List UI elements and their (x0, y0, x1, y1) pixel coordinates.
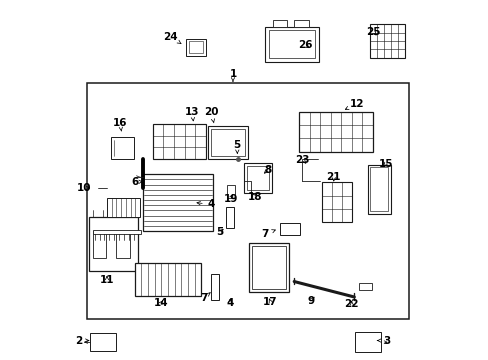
Text: 8: 8 (264, 165, 271, 175)
Bar (244, 163, 271, 193)
Text: 7: 7 (200, 293, 210, 303)
Bar (90, 333, 116, 351)
Bar (246, 166, 268, 190)
Bar (272, 20, 286, 27)
Text: 22: 22 (344, 299, 358, 309)
Text: 25: 25 (366, 27, 380, 37)
Text: 19: 19 (223, 194, 238, 204)
Text: 15: 15 (378, 159, 392, 169)
Bar (116, 231, 129, 258)
Bar (210, 129, 244, 156)
Bar (321, 182, 352, 222)
Text: 9: 9 (307, 296, 314, 306)
Text: 26: 26 (297, 40, 312, 50)
Text: 3: 3 (377, 336, 389, 346)
Bar (152, 124, 205, 159)
Text: 4: 4 (197, 199, 215, 210)
Text: 1: 1 (229, 69, 236, 82)
Bar (367, 165, 390, 214)
Text: 18: 18 (247, 192, 261, 202)
Text: 5: 5 (216, 227, 223, 237)
Text: 17: 17 (263, 297, 277, 307)
Text: 21: 21 (326, 172, 340, 182)
Bar (225, 207, 233, 228)
Text: 5: 5 (233, 140, 241, 153)
Bar (294, 20, 308, 27)
Bar (92, 231, 106, 258)
Bar (186, 39, 205, 56)
Bar (110, 137, 134, 159)
Bar (279, 223, 299, 235)
Text: 6: 6 (131, 177, 142, 187)
Text: 11: 11 (100, 275, 114, 285)
Text: 4: 4 (226, 298, 233, 308)
Bar (248, 243, 288, 292)
Bar (142, 174, 213, 231)
Bar (370, 167, 387, 211)
Bar (92, 230, 141, 234)
Text: 12: 12 (345, 99, 364, 109)
Bar (189, 41, 203, 53)
Text: 13: 13 (184, 107, 199, 121)
Bar (107, 198, 140, 217)
Text: 2: 2 (75, 336, 89, 346)
Bar (252, 246, 285, 289)
Text: 16: 16 (113, 118, 127, 131)
Bar (265, 27, 318, 62)
Bar (210, 274, 218, 300)
Text: 23: 23 (295, 155, 309, 165)
Bar (369, 24, 404, 58)
Bar (358, 283, 371, 290)
Bar (268, 30, 314, 58)
Bar (355, 332, 381, 352)
Bar (299, 112, 372, 152)
Text: 24: 24 (163, 32, 181, 44)
Bar (89, 217, 137, 271)
Bar (227, 185, 235, 198)
Text: 20: 20 (203, 107, 218, 123)
Text: 10: 10 (77, 183, 91, 193)
Bar (134, 263, 201, 296)
Text: 7: 7 (261, 229, 275, 239)
Text: 14: 14 (153, 298, 168, 308)
Bar (207, 126, 247, 159)
Bar (87, 83, 408, 319)
